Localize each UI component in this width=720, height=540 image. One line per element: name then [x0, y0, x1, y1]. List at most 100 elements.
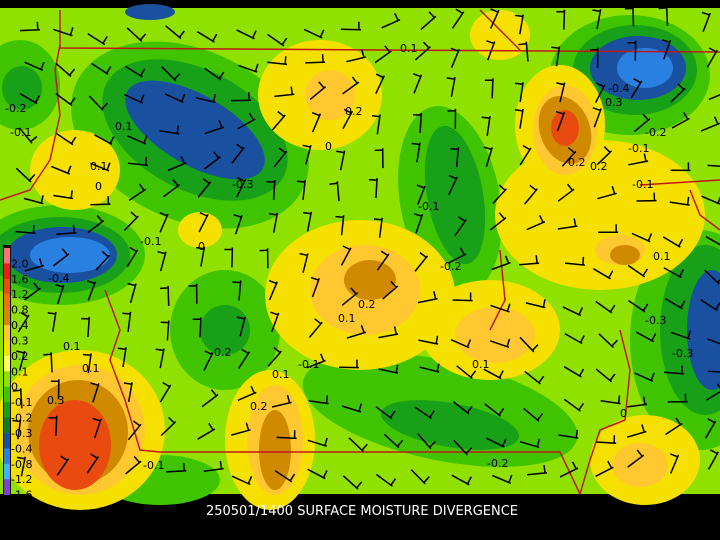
- wind-barb-flag: [380, 250, 389, 257]
- colorbar-label: -1.2: [11, 473, 32, 486]
- wind-barb: [702, 12, 711, 33]
- wind-barb-flag: [650, 372, 655, 381]
- wind-barb: [19, 28, 40, 32]
- wind-barb-flag: [106, 162, 111, 171]
- wind-barb: [594, 84, 606, 104]
- wind-barb-flag: [651, 333, 657, 342]
- wind-barb: [56, 458, 70, 476]
- wind-barb: [598, 333, 614, 349]
- wind-barb: [561, 150, 577, 167]
- wind-barb: [87, 316, 91, 337]
- wind-barb: [626, 430, 647, 438]
- wind-barb-flag: [69, 97, 76, 105]
- wind-barb: [662, 236, 681, 248]
- wind-barb-flag: [642, 113, 649, 121]
- wind-barb: [159, 213, 169, 233]
- wind-barb: [486, 437, 505, 448]
- wind-barb: [526, 221, 546, 231]
- wind-barb: [271, 114, 286, 131]
- wind-barb-flag: [361, 443, 368, 451]
- wind-barb: [557, 188, 575, 202]
- wind-barb: [633, 118, 651, 133]
- wind-barb: [378, 368, 399, 374]
- wind-barb-flag: [248, 112, 255, 121]
- wind-barb: [381, 19, 401, 29]
- wind-barb: [564, 262, 585, 266]
- wind-barb-flag: [393, 326, 398, 335]
- wind-barb: [160, 421, 177, 437]
- wind-barb: [595, 368, 613, 383]
- contour-label: 0.3: [47, 394, 65, 407]
- wind-barb-flag: [683, 112, 689, 120]
- wind-barb: [236, 178, 247, 198]
- colorbar-label: 0.4: [11, 319, 29, 332]
- wind-barb-flag: [413, 73, 422, 78]
- wind-barb-flag: [28, 174, 36, 181]
- wind-barb-flag: [38, 258, 43, 267]
- wind-barb-flag: [717, 278, 720, 283]
- wind-barb: [267, 33, 285, 47]
- wind-barb: [557, 225, 578, 230]
- wind-barb-flag: [105, 66, 112, 74]
- wind-barb: [203, 467, 224, 473]
- wind-barb: [339, 150, 346, 171]
- wind-barb-flag: [455, 8, 464, 15]
- wind-barb-flag: [61, 248, 69, 256]
- wind-barb: [309, 86, 327, 100]
- wind-barbs: [12, 5, 720, 490]
- wind-barb-flag: [542, 299, 546, 308]
- wind-barb: [128, 188, 147, 202]
- wind-barb-flag: [210, 389, 217, 397]
- wind-barb: [86, 456, 100, 474]
- colorbar-swatch: [4, 263, 10, 280]
- wind-barb: [416, 142, 421, 163]
- wind-barb-flag: [127, 282, 136, 287]
- wind-barb-flag: [82, 353, 91, 357]
- state-borders: [0, 9, 720, 495]
- wind-barb: [127, 135, 147, 145]
- wind-barb-flag: [33, 282, 40, 290]
- wind-barb: [164, 93, 184, 103]
- wind-barb-flag: [90, 453, 98, 459]
- wind-barb-flag: [567, 147, 575, 154]
- wind-barb: [50, 352, 53, 373]
- wind-barb-flag: [687, 330, 692, 339]
- wind-barb-flag: [536, 413, 544, 421]
- wind-barb: [271, 312, 280, 332]
- wind-barb: [341, 405, 362, 413]
- wind-barb-flag: [498, 370, 504, 379]
- contour-label: 0.2: [568, 156, 586, 169]
- contour-label: -0.1: [298, 358, 319, 371]
- wind-barb: [308, 321, 323, 338]
- contour-label: 0.1: [82, 362, 100, 375]
- wind-barb: [564, 332, 583, 345]
- wind-barb-flag: [715, 302, 720, 310]
- wind-barb-flag: [429, 410, 435, 418]
- wind-barb: [492, 474, 512, 484]
- wind-barb-flag: [641, 424, 646, 433]
- wind-barb-flag: [707, 418, 716, 424]
- wind-barb-flag: [176, 125, 180, 134]
- wind-barb: [525, 41, 529, 62]
- wind-barb-flag: [611, 339, 618, 347]
- wind-barb-flag: [268, 279, 277, 285]
- wind-barb: [559, 82, 566, 103]
- wind-barb: [122, 347, 127, 368]
- wind-barb: [410, 469, 426, 485]
- wind-barb-flag: [145, 156, 148, 166]
- wind-barb: [707, 451, 719, 470]
- wind-barb: [159, 251, 167, 272]
- wind-barb: [303, 28, 323, 39]
- wind-barb-flag: [642, 268, 649, 277]
- wind-barb-flag: [40, 195, 44, 204]
- wind-barb: [302, 253, 309, 273]
- wind-barb-flag: [133, 456, 141, 463]
- wind-barb: [519, 147, 532, 166]
- wind-barb: [127, 311, 132, 332]
- wind-barb-flag: [578, 368, 585, 377]
- wind-barb: [519, 82, 524, 103]
- wind-barb: [632, 6, 635, 27]
- contour-label: -0.1: [143, 459, 164, 472]
- wind-barb: [525, 302, 546, 309]
- wind-barb-flag: [140, 68, 146, 77]
